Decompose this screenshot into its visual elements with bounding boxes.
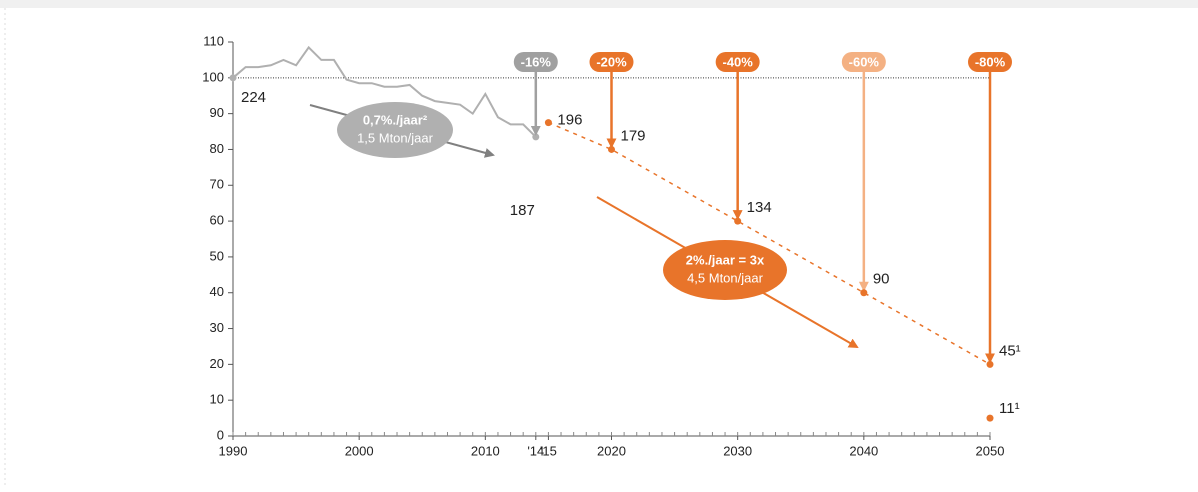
- target-point: [986, 360, 994, 368]
- badge-label: -40%: [722, 54, 753, 69]
- badge: [841, 52, 886, 72]
- target-label: 45¹: [999, 342, 1021, 359]
- x-tick-label: 2020: [597, 443, 626, 458]
- badge: [715, 52, 760, 72]
- target-point: [544, 119, 552, 127]
- y-tick-label: 10: [210, 392, 224, 407]
- target-path: [548, 121, 991, 366]
- y-tick-label: 40: [210, 284, 224, 299]
- callout-bubble: [337, 102, 453, 158]
- x-tick-label: '14: [527, 443, 544, 458]
- badge: [589, 52, 634, 72]
- extra-label: 11¹: [999, 400, 1020, 417]
- target-point: [734, 217, 742, 225]
- callout-text: 0,7%./jaar²: [363, 112, 428, 127]
- target-label: 196: [557, 112, 582, 129]
- y-tick-label: 20: [210, 356, 224, 371]
- history-line: [232, 45, 537, 138]
- badge: [968, 52, 1012, 72]
- y-tick-label: 110: [203, 33, 224, 48]
- y-tick-label: 50: [210, 248, 224, 263]
- badge-label: -20%: [596, 54, 627, 69]
- badge-label: -16%: [521, 54, 552, 69]
- badge-label: -60%: [849, 54, 880, 69]
- x-tick-label: '15: [540, 443, 557, 458]
- target-point: [860, 289, 868, 297]
- x-tick-label: 2000: [345, 443, 374, 458]
- badge-label: -80%: [975, 54, 1006, 69]
- end-point: [532, 133, 540, 141]
- y-tick-label: 0: [217, 427, 224, 442]
- badge: [513, 52, 558, 72]
- y-tick-label: 100: [202, 69, 224, 84]
- x-tick-label: 1990: [219, 443, 248, 458]
- callout-text: 4,5 Mton/jaar: [687, 270, 764, 285]
- start-point: [229, 74, 237, 82]
- point-label: 224: [241, 89, 266, 106]
- extra-point: [986, 414, 994, 422]
- callout-text: 2%./jaar = 3x: [686, 252, 765, 267]
- target-point: [608, 145, 615, 153]
- y-tick-label: 60: [210, 213, 224, 228]
- x-tick-label: 2050: [976, 443, 1005, 458]
- y-tick-label: 30: [210, 320, 224, 335]
- y-tick-label: 70: [210, 177, 224, 192]
- callout-bubble: [663, 240, 787, 300]
- callout-text: 1,5 Mton/jaar: [357, 130, 434, 145]
- x-tick-label: 2040: [849, 443, 878, 458]
- target-label: 179: [621, 127, 646, 144]
- y-tick-label: 90: [210, 105, 224, 120]
- x-tick-label: 2010: [471, 443, 500, 458]
- x-tick-label: 2030: [723, 443, 752, 458]
- y-tick-label: 80: [210, 141, 224, 156]
- top-band: [0, 0, 1198, 8]
- target-label: 90: [873, 271, 890, 288]
- point-label: 187: [510, 202, 535, 219]
- target-label: 134: [747, 199, 772, 216]
